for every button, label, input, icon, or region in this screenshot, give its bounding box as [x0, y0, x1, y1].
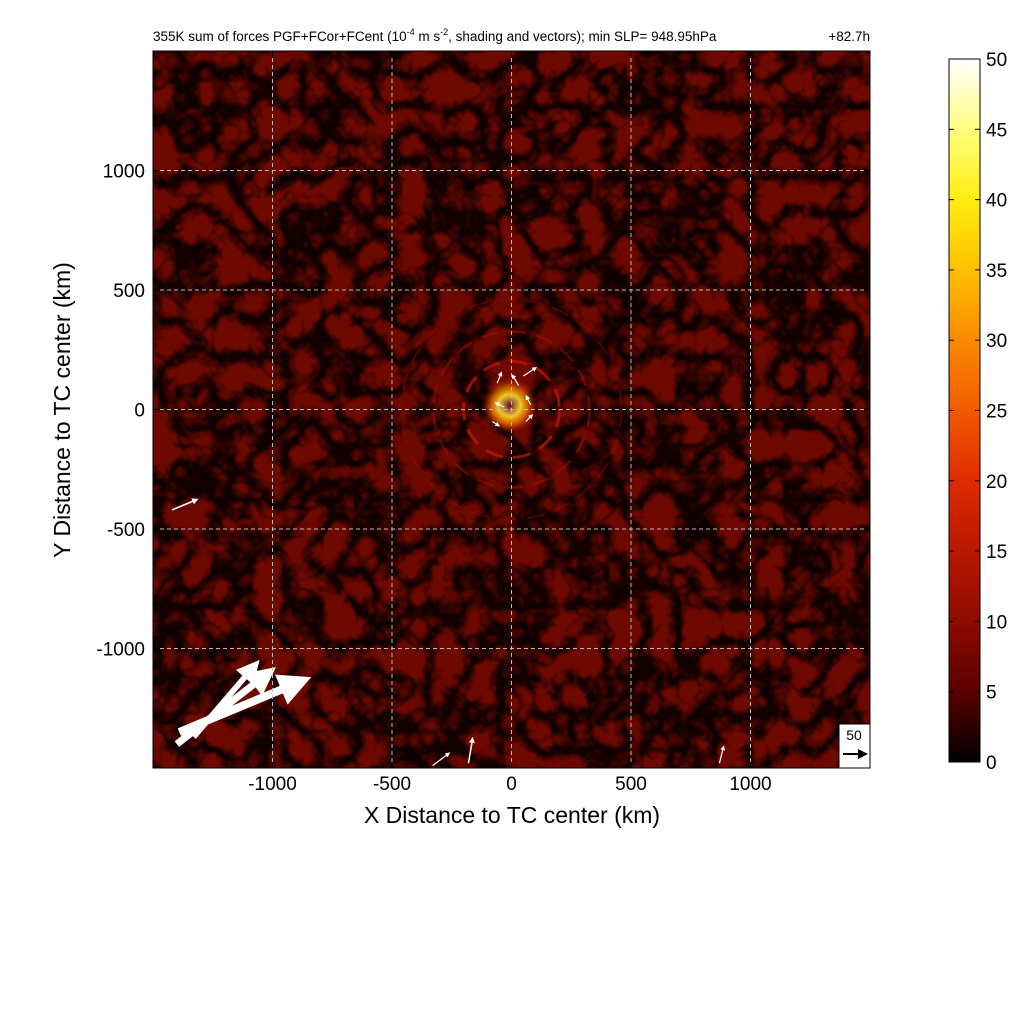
colorbar-tick-label: 15 [986, 542, 1007, 563]
y-axis-title: Y Distance to TC center (km) [49, 262, 75, 558]
force-vector [523, 366, 538, 377]
force-vector [525, 395, 532, 405]
x-tick-label: 1000 [729, 774, 771, 795]
reference-vector-label: 50 [846, 727, 862, 743]
colorbar-tick-label: 35 [986, 261, 1007, 282]
colorbar-ticks: 0 5 10 15 20 25 30 35 40 45 50 [949, 50, 1007, 774]
force-vector [171, 498, 199, 511]
force-vector [492, 420, 500, 427]
reference-vector-box: 50 [838, 723, 871, 769]
y-tick-label: 0 [134, 401, 145, 422]
colorbar-tick-label: 45 [986, 120, 1007, 141]
colorbar-tick-label: 30 [986, 331, 1007, 352]
y-axis-ticks: -1000 -500 0 500 1000 [96, 162, 870, 661]
colorbar-gradient [948, 58, 981, 763]
force-vector [718, 745, 726, 764]
reference-vector-arrowhead [858, 749, 868, 759]
force-vector [432, 752, 451, 767]
y-tick-label: -500 [107, 520, 145, 541]
x-tick-label: -500 [373, 774, 411, 795]
colorbar-tick-label: 40 [986, 191, 1007, 212]
core-glow [481, 377, 538, 434]
force-vector [467, 736, 475, 764]
y-tick-label: 1000 [103, 162, 145, 183]
x-axis-ticks: -1000 -500 0 500 1000 [248, 51, 772, 795]
colorbar-tick-label: 0 [986, 753, 997, 774]
x-tick-label: 0 [506, 774, 517, 795]
colorbar-tick-label: 10 [986, 612, 1007, 633]
y-tick-label: -1000 [96, 640, 145, 661]
colorbar-tick-label: 20 [986, 472, 1007, 493]
colorbar-tick-label: 5 [986, 683, 997, 704]
grid-lines [153, 51, 870, 768]
force-vector [511, 373, 520, 386]
time-label: +82.7h [828, 29, 870, 44]
colorbar-tick-label: 50 [986, 50, 1007, 71]
force-vector [525, 414, 534, 422]
x-axis-title: X Distance to TC center (km) [364, 802, 660, 828]
colorbar: 0 5 10 15 20 25 30 35 40 45 50 [948, 50, 1007, 774]
x-tick-label: -1000 [248, 774, 297, 795]
force-vector [174, 667, 276, 747]
colorbar-tick-label: 25 [986, 402, 1007, 423]
force-vector [191, 659, 260, 739]
chart-title: 355K sum of forces PGF+FCor+FCent (10-4 … [153, 27, 717, 44]
y-tick-label: 500 [113, 281, 145, 302]
force-vector [494, 402, 505, 408]
x-tick-label: 500 [615, 774, 647, 795]
force-vector [496, 371, 503, 384]
force-vectors [171, 366, 726, 767]
